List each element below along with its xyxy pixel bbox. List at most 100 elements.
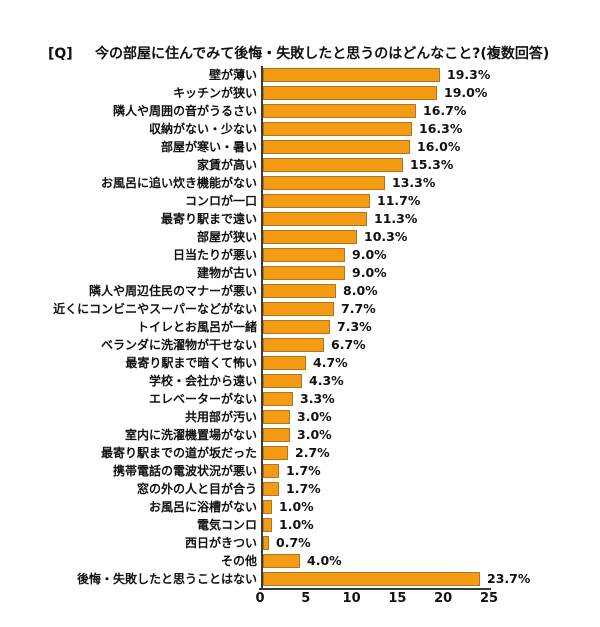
category-label: 共用部が汚い xyxy=(184,410,257,424)
bar-track: 8.0% xyxy=(261,282,494,300)
category-label: 建物が古い xyxy=(196,266,257,280)
value-label: 4.7% xyxy=(313,355,348,370)
x-axis-labels: 0 5 10 15 20 25 xyxy=(255,590,498,608)
bar xyxy=(263,446,288,460)
category-label: エレベーターがない xyxy=(148,392,257,406)
bar-row: 隣人や周辺住民のマナーが悪い 8.0% xyxy=(0,282,600,300)
bar-track: 19.3% xyxy=(261,66,494,84)
category-label: 近くにコンビニやスーパーなどがない xyxy=(53,302,257,316)
bar-track: 15.3% xyxy=(261,156,494,174)
bar xyxy=(263,68,440,82)
category-label: 窓の外の人と目が合う xyxy=(136,482,257,496)
bar xyxy=(263,356,306,370)
category-label: お風呂に追い炊き機能がない xyxy=(100,176,257,190)
value-label: 13.3% xyxy=(392,175,436,190)
bar-row: 部屋が狭い 10.3% xyxy=(0,228,600,246)
value-label: 11.3% xyxy=(374,211,418,226)
bar xyxy=(263,536,269,550)
bar-track: 0.7% xyxy=(261,534,494,552)
bar-row: コンロが一口 11.7% xyxy=(0,192,600,210)
bar-track: 3.3% xyxy=(261,390,494,408)
bar-track: 23.7% xyxy=(261,570,530,588)
bar-track: 1.0% xyxy=(261,498,494,516)
x-tick-label: 0 xyxy=(255,591,265,606)
value-label: 11.7% xyxy=(377,193,421,208)
category-label: ベランダに洗濯物が干せない xyxy=(100,338,257,352)
value-label: 4.0% xyxy=(307,553,342,568)
bar xyxy=(263,140,410,154)
bar-track: 16.7% xyxy=(261,102,494,120)
bar-row: キッチンが狭い 19.0% xyxy=(0,84,600,102)
category-label: 部屋が狭い xyxy=(196,230,257,244)
value-label: 3.3% xyxy=(300,391,335,406)
category-label: 部屋が寒い・暑い xyxy=(160,140,257,154)
x-tick-label: 25 xyxy=(479,591,499,606)
bar-row: 建物が古い 9.0% xyxy=(0,264,600,282)
bar-row: 最寄り駅まで暗くて怖い 4.7% xyxy=(0,354,600,372)
category-label: 最寄り駅まで遠い xyxy=(160,212,257,226)
bar xyxy=(263,194,370,208)
bar-track: 7.7% xyxy=(261,300,494,318)
value-label: 2.7% xyxy=(295,445,330,460)
chart-title-row: [Q] 今の部屋に住んでみて後悔・失敗したと思うのはどんなこと?(複数回答) xyxy=(48,45,600,63)
bar-track: 10.3% xyxy=(261,228,494,246)
bar-track: 7.3% xyxy=(261,318,494,336)
x-tick-label: 15 xyxy=(388,591,407,606)
category-label: 西日がきつい xyxy=(184,536,257,550)
category-label: 収納がない・少ない xyxy=(148,122,257,136)
bar xyxy=(263,284,336,298)
category-label: 家賃が高い xyxy=(196,158,257,172)
bar-row: 携帯電話の電波状況が悪い 1.7% xyxy=(0,462,600,480)
category-label: 携帯電話の電波状況が悪い xyxy=(112,464,257,478)
category-label: 隣人や周囲の音がうるさい xyxy=(112,104,257,118)
x-tick-label: 20 xyxy=(434,591,453,606)
bar xyxy=(263,302,334,316)
x-tick-label: 10 xyxy=(342,591,361,606)
bar xyxy=(263,86,437,100)
value-label: 15.3% xyxy=(410,157,454,172)
bar-track: 2.7% xyxy=(261,444,494,462)
value-label: 1.7% xyxy=(286,463,321,478)
bar-track: 3.0% xyxy=(261,408,494,426)
bar xyxy=(263,374,302,388)
bar xyxy=(263,392,293,406)
bar-track: 1.7% xyxy=(261,480,494,498)
page-title: 今の部屋に住んでみて後悔・失敗したと思うのはどんなこと?(複数回答) xyxy=(95,46,550,62)
bar xyxy=(263,158,403,172)
bar-row: お風呂に追い炊き機能がない 13.3% xyxy=(0,174,600,192)
bar-rows: 壁が薄い 19.3% キッチンが狭い 19.0% 隣人や周囲の音がうるさい 16.7% 収納… xyxy=(0,66,600,588)
bar-row: 日当たりが悪い 9.0% xyxy=(0,246,600,264)
value-label: 19.0% xyxy=(444,85,488,100)
value-label: 1.7% xyxy=(286,481,321,496)
bar-row: 壁が薄い 19.3% xyxy=(0,66,600,84)
bar xyxy=(263,176,385,190)
category-label: 最寄り駅までの道が坂だった xyxy=(100,446,257,460)
bar-row: その他 4.0% xyxy=(0,552,600,570)
category-label: コンロが一口 xyxy=(184,194,257,208)
bar-row: エレベーターがない 3.3% xyxy=(0,390,600,408)
bar-row: 後悔・失敗したと思うことはない 23.7% xyxy=(0,570,600,588)
bar-row: 近くにコンビニやスーパーなどがない 7.7% xyxy=(0,300,600,318)
value-label: 6.7% xyxy=(331,337,366,352)
bar-track: 1.7% xyxy=(261,462,494,480)
bar-track: 6.7% xyxy=(261,336,494,354)
bar-track: 3.0% xyxy=(261,426,494,444)
bar-track: 1.0% xyxy=(261,516,494,534)
category-label: 日当たりが悪い xyxy=(172,248,257,262)
value-label: 9.0% xyxy=(352,247,387,262)
bar xyxy=(263,104,416,118)
bar-track: 4.0% xyxy=(261,552,494,570)
bar-row: 窓の外の人と目が合う 1.7% xyxy=(0,480,600,498)
bar-row: ベランダに洗濯物が干せない 6.7% xyxy=(0,336,600,354)
value-label: 10.3% xyxy=(364,229,408,244)
category-label: 学校・会社から遠い xyxy=(148,374,257,388)
category-label: 最寄り駅まで暗くて怖い xyxy=(125,356,257,370)
value-label: 9.0% xyxy=(352,265,387,280)
value-label: 0.7% xyxy=(276,535,311,550)
bar-chart: 壁が薄い 19.3% キッチンが狭い 19.0% 隣人や周囲の音がうるさい 16.7% 収納… xyxy=(0,66,600,608)
value-label: 19.3% xyxy=(447,67,491,82)
category-label: 室内に洗濯機置場がない xyxy=(124,428,257,442)
bar-row: 学校・会社から遠い 4.3% xyxy=(0,372,600,390)
bar xyxy=(263,518,272,532)
value-label: 7.7% xyxy=(341,301,376,316)
